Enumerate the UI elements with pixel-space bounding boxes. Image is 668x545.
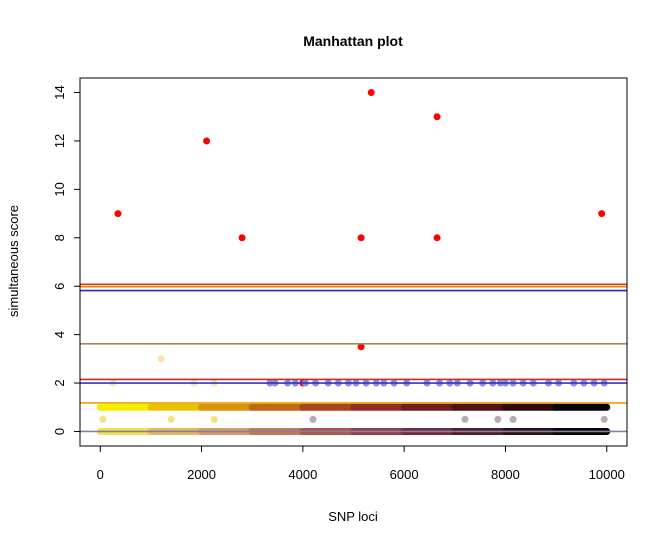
x-axis-label: SNP loci bbox=[328, 509, 378, 524]
chart-title: Manhattan plot bbox=[303, 33, 403, 49]
points-layer bbox=[99, 89, 608, 423]
data-point bbox=[238, 234, 246, 242]
plot-frame bbox=[79, 77, 628, 447]
data-point bbox=[357, 234, 365, 242]
data-point bbox=[367, 89, 375, 97]
data-point bbox=[210, 415, 218, 423]
y-tick-label: 2 bbox=[52, 379, 67, 386]
y-axis-label: simultaneous score bbox=[6, 205, 21, 317]
data-point bbox=[203, 137, 211, 145]
data-point bbox=[99, 415, 107, 423]
x-tick-label: 8000 bbox=[491, 467, 520, 482]
data-point bbox=[494, 415, 502, 423]
data-point bbox=[114, 210, 122, 218]
y-axis: 0 2 4 6 8 10 12 14 bbox=[52, 85, 81, 435]
y-tick-label: 4 bbox=[52, 331, 67, 338]
data-point bbox=[433, 113, 441, 121]
data-point bbox=[461, 415, 469, 423]
x-tick-label: 10000 bbox=[589, 467, 625, 482]
x-axis: 0 2000 4000 6000 8000 10000 bbox=[97, 445, 625, 482]
y-tick-label: 8 bbox=[52, 234, 67, 241]
data-point bbox=[157, 355, 165, 363]
y-tick-label: 0 bbox=[52, 428, 67, 435]
data-point bbox=[167, 415, 175, 423]
x-tick-label: 2000 bbox=[187, 467, 216, 482]
threshold-lines-layer bbox=[80, 283, 627, 433]
x-tick-label: 4000 bbox=[288, 467, 317, 482]
y-tick-label: 10 bbox=[52, 182, 67, 196]
data-point bbox=[598, 210, 606, 218]
y-tick-label: 12 bbox=[52, 134, 67, 148]
data-point bbox=[309, 415, 317, 423]
x-tick-label: 0 bbox=[97, 467, 104, 482]
x-tick-label: 6000 bbox=[390, 467, 419, 482]
data-point bbox=[509, 415, 517, 423]
bands-layer bbox=[96, 403, 611, 435]
y-tick-label: 14 bbox=[52, 85, 67, 99]
y-tick-label: 6 bbox=[52, 283, 67, 290]
data-point bbox=[433, 234, 441, 242]
data-point bbox=[600, 415, 608, 423]
